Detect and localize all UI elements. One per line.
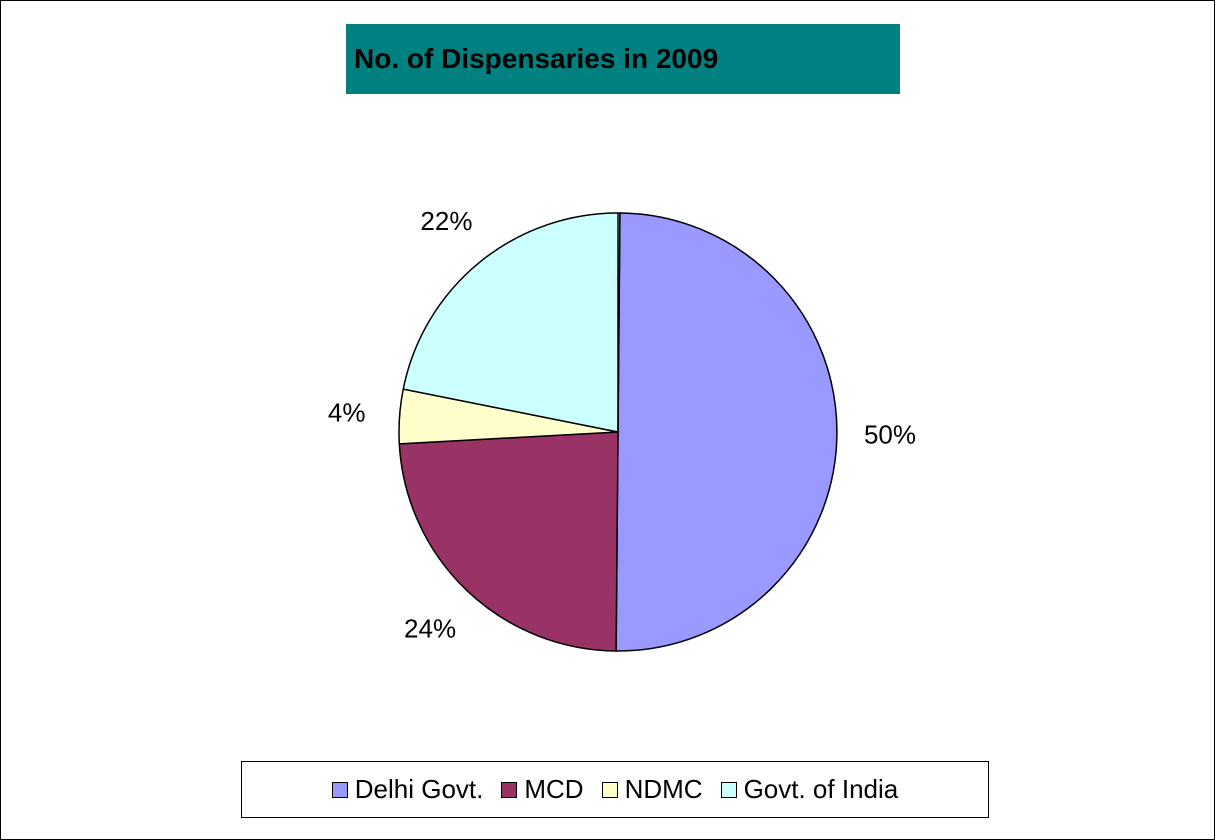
legend-item-govt-of-india: Govt. of India	[720, 774, 899, 805]
pie-data-labels: 50% 24% 4% 22%	[328, 206, 916, 644]
legend-label-govt-of-india: Govt. of India	[743, 774, 899, 804]
legend-swatch-mcd	[501, 781, 518, 798]
legend-label-mcd: MCD	[524, 774, 584, 804]
data-label-mcd: 24%	[404, 614, 456, 644]
chart-legend: Delhi Govt. MCD NDMC Govt. of India	[241, 761, 989, 818]
legend-item-ndmc: NDMC	[601, 774, 703, 805]
legend-item-mcd: MCD	[501, 774, 584, 805]
pie-slice-govt-of-india	[402, 212, 621, 433]
pie-slices	[398, 212, 838, 652]
data-label-delhi-govt: 50%	[864, 419, 916, 449]
data-label-govt-of-india: 22%	[420, 206, 472, 236]
legend-swatch-ndmc	[601, 781, 618, 798]
data-label-ndmc: 4%	[328, 398, 366, 428]
legend-label-ndmc: NDMC	[624, 774, 703, 804]
legend-swatch-govt-of-india	[720, 781, 737, 798]
chart-title-box: No. of Dispensaries in 2009	[346, 24, 900, 94]
pie-slice-mcd	[398, 431, 619, 652]
legend-label-delhi-govt: Delhi Govt.	[354, 774, 484, 804]
pie-slice-delhi-govt	[615, 212, 838, 652]
legend-swatch-delhi-govt	[331, 781, 348, 798]
pie-chart: 50% 24% 4% 22%	[328, 206, 916, 652]
chart-title: No. of Dispensaries in 2009	[354, 43, 719, 74]
legend-item-delhi-govt: Delhi Govt.	[331, 774, 484, 805]
